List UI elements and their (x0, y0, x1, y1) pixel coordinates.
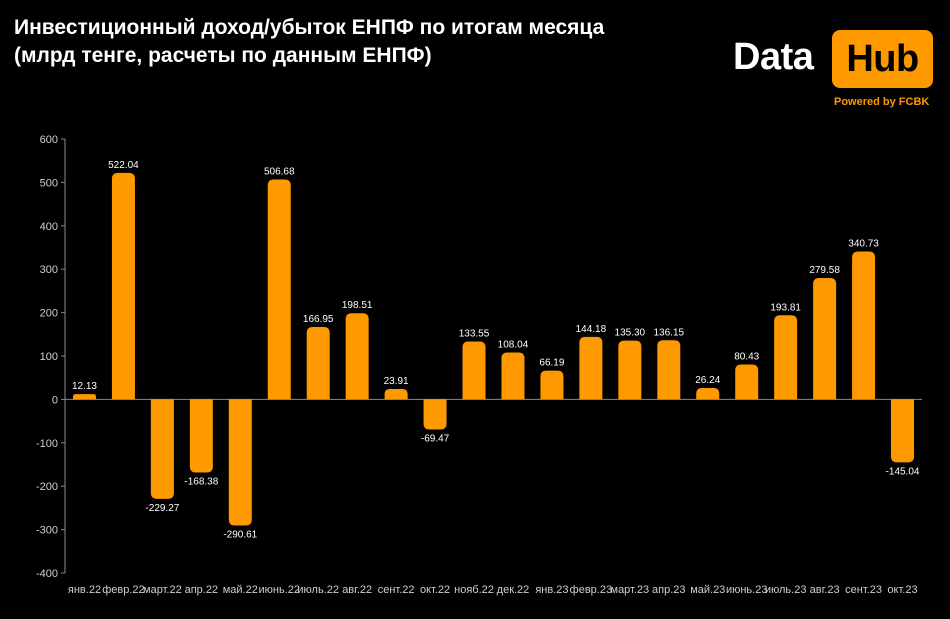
y-tick-label: 200 (40, 308, 58, 320)
bar (345, 313, 369, 400)
bar (150, 399, 174, 499)
bar (111, 172, 135, 400)
x-tick-label: авг.22 (342, 584, 372, 596)
bar (579, 336, 603, 400)
y-tick-label: -400 (36, 568, 58, 580)
bar (852, 251, 876, 400)
bar (657, 340, 681, 400)
x-tick-label: сент.23 (845, 584, 882, 596)
x-tick-label: июль.23 (765, 584, 807, 596)
data-label: 144.18 (576, 324, 607, 335)
y-tick-label: -100 (36, 438, 58, 450)
bar (228, 399, 252, 526)
bar (423, 399, 447, 430)
x-tick-label: сент.22 (378, 584, 415, 596)
chart-title-line-1: Инвестиционный доход/убыток ЕНПФ по итог… (14, 16, 605, 39)
data-label: 136.15 (653, 327, 684, 338)
bar (696, 388, 720, 400)
x-tick-label: нояб.22 (454, 584, 494, 596)
data-label: 133.55 (459, 328, 490, 339)
x-tick-label: май.23 (690, 584, 725, 596)
chart-title-line-2: (млрд тенге, расчеты по данным ЕНПФ) (14, 44, 432, 67)
data-label: -229.27 (145, 503, 179, 514)
datahub-logo: Data Hub Powered by FCBK (733, 30, 938, 112)
bar (774, 315, 798, 400)
data-label: -168.38 (184, 476, 218, 487)
data-label: -290.61 (223, 530, 257, 541)
x-tick-label: окт.22 (420, 584, 450, 596)
data-label: 522.04 (108, 160, 139, 171)
data-label: 193.81 (770, 302, 801, 313)
x-tick-label: май.22 (223, 584, 258, 596)
bar (306, 326, 330, 400)
x-tick-label: дек.22 (497, 584, 530, 596)
x-tick-label: янв.22 (68, 584, 101, 596)
x-tick-label: июнь.22 (259, 584, 301, 596)
x-tick-label: февр.22 (102, 584, 144, 596)
data-label: -69.47 (421, 434, 450, 445)
x-tick-label: окт.23 (887, 584, 917, 596)
data-label: 108.04 (498, 340, 529, 351)
bar (189, 399, 213, 473)
x-tick-label: июль.22 (297, 584, 339, 596)
bar (501, 352, 525, 400)
data-label: 198.51 (342, 300, 373, 311)
x-tick-label: март.22 (143, 584, 182, 596)
bar (462, 341, 486, 400)
data-label: 279.58 (809, 265, 840, 276)
x-tick-label: янв.23 (535, 584, 568, 596)
x-tick-label: авг.23 (810, 584, 840, 596)
data-label: 506.68 (264, 167, 295, 178)
x-tick-label: февр.23 (570, 584, 612, 596)
bar (618, 340, 642, 400)
data-label: 166.95 (303, 314, 334, 325)
bar (891, 399, 915, 463)
data-label: 26.24 (695, 375, 720, 386)
bar (384, 389, 408, 400)
y-tick-label: 100 (40, 351, 58, 363)
data-label: -145.04 (886, 466, 920, 477)
x-tick-label: март.23 (611, 584, 650, 596)
chart-title: Инвестиционный доход/убыток ЕНПФ по итог… (14, 14, 714, 70)
y-tick-label: 300 (40, 264, 58, 276)
bar (735, 364, 759, 400)
bar (267, 179, 291, 400)
data-label: 80.43 (734, 351, 759, 362)
logo-word-hub: Hub (832, 30, 933, 88)
data-label: 23.91 (384, 376, 409, 387)
x-tick-label: июнь.23 (726, 584, 768, 596)
y-tick-label: 600 (40, 134, 58, 146)
data-label: 12.13 (72, 381, 97, 392)
bar (72, 394, 96, 400)
data-label: 66.19 (539, 358, 564, 369)
bar (540, 370, 564, 400)
y-tick-label: 500 (40, 177, 58, 189)
x-tick-label: апр.23 (652, 584, 685, 596)
data-label: 340.73 (848, 239, 879, 250)
logo-tagline: Powered by FCBK (834, 96, 930, 108)
data-label: 135.30 (615, 328, 646, 339)
bar (813, 278, 837, 400)
x-tick-label: апр.22 (185, 584, 218, 596)
y-tick-label: 400 (40, 221, 58, 233)
y-tick-label: -200 (36, 481, 58, 493)
y-tick-label: -300 (36, 525, 58, 537)
y-tick-label: 0 (52, 394, 58, 406)
logo-word-data: Data (733, 36, 814, 78)
